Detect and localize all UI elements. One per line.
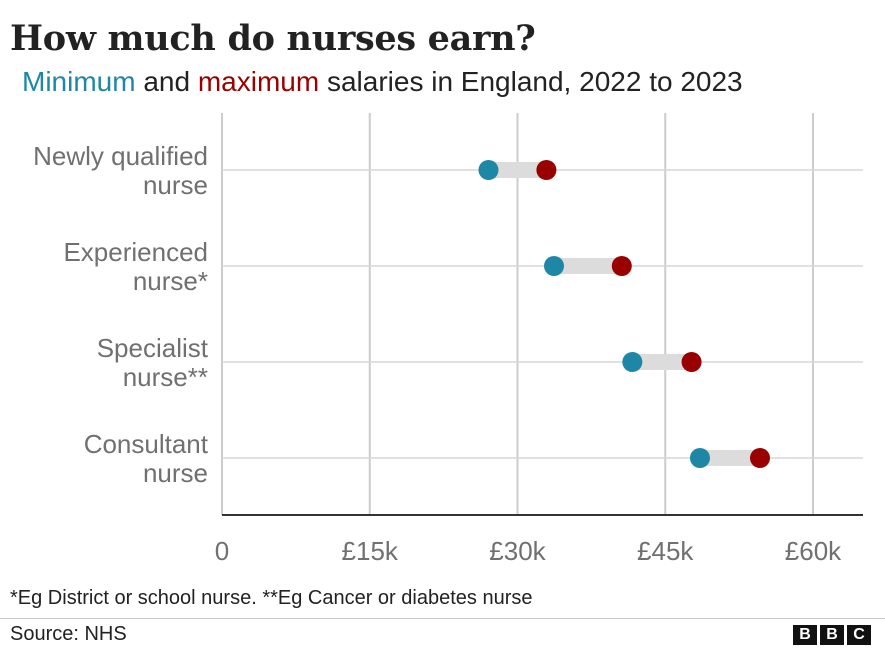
tick-labels-layer: 0 £15k £30k £45k £60k: [215, 536, 842, 566]
category-label-line: nurse: [143, 170, 208, 200]
x-tick-label: £45k: [637, 536, 694, 566]
connectors-layer: [488, 162, 760, 466]
category-label-line: nurse*: [133, 266, 208, 296]
footer-divider: [0, 618, 885, 619]
logo-letter-1: B: [793, 625, 817, 645]
category-label-line: Experienced: [63, 237, 208, 267]
subtitle-and-word: and: [143, 66, 191, 97]
category-label-line: nurse: [143, 458, 208, 488]
x-tick-label: £15k: [342, 536, 399, 566]
max-salary-dot: [536, 160, 557, 180]
grid-layer: [221, 113, 814, 515]
max-salary-dot: [681, 352, 702, 372]
subtitle-maximum-word: maximum: [197, 66, 320, 97]
max-salary-dot: [749, 448, 770, 468]
dots-layer: [478, 160, 770, 468]
category-label: Specialist nurse**: [97, 333, 209, 392]
x-tick-label: £60k: [785, 536, 842, 566]
chart-subtitle: Minimum and maximum salaries in England,…: [22, 66, 743, 98]
category-label: Experienced nurse*: [63, 237, 208, 296]
min-salary-dot: [622, 352, 643, 372]
footnote: *Eg District or school nurse. **Eg Cance…: [10, 587, 533, 609]
category-label-line: Specialist: [97, 333, 209, 363]
bbc-logo: B B C: [793, 625, 871, 645]
category-label: Consultant nurse: [84, 429, 209, 488]
subtitle-rest: salaries in England, 2022 to 2023: [326, 66, 743, 97]
x-tick-label: 0: [215, 536, 229, 566]
category-label-line: Newly qualified: [33, 141, 208, 171]
chart-title: How much do nurses earn?: [10, 18, 536, 59]
logo-letter-2: B: [820, 625, 844, 645]
category-label-line: nurse**: [123, 362, 208, 392]
x-tick-label: £30k: [489, 536, 546, 566]
min-salary-dot: [544, 256, 565, 276]
logo-letter-3: C: [847, 625, 871, 645]
source-note: Source: NHS: [10, 623, 127, 645]
max-salary-dot: [611, 256, 632, 276]
subtitle-minimum-word: Minimum: [22, 66, 136, 97]
min-salary-dot: [478, 160, 499, 180]
row-lines-layer: [222, 169, 863, 459]
category-label: Newly qualified nurse: [33, 141, 208, 200]
min-salary-dot: [689, 448, 710, 468]
category-label-line: Consultant: [84, 429, 209, 459]
